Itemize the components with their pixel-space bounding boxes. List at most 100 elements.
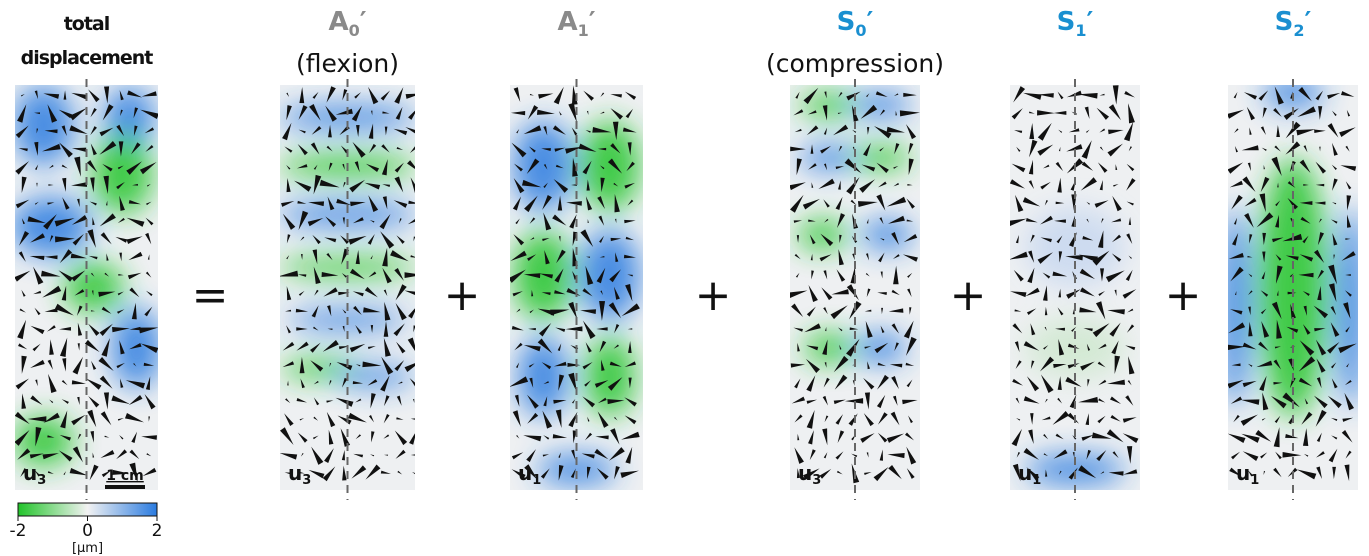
arrow: [585, 265, 594, 285]
arrow: [558, 110, 562, 116]
mode-prime: ′: [867, 7, 874, 37]
field-blob: [799, 145, 859, 170]
arrow: [1055, 161, 1064, 172]
arrow: [90, 143, 97, 156]
arrow: [849, 327, 859, 330]
arrow: [296, 164, 308, 169]
arrow: [1098, 230, 1104, 249]
arrow: [1345, 450, 1352, 459]
arrow: [902, 399, 918, 405]
arrow: [600, 92, 605, 97]
mode-index: 1: [578, 21, 589, 40]
arrow: [286, 92, 290, 98]
arrow: [20, 94, 25, 97]
arrow: [526, 158, 540, 174]
arrow: [794, 253, 801, 260]
arrow: [1053, 111, 1067, 115]
arrow: [866, 127, 870, 135]
arrow: [72, 233, 84, 246]
arrow: [594, 448, 609, 460]
field-blobs: [513, 121, 640, 485]
arrow: [1274, 86, 1284, 105]
arrow: [1242, 342, 1257, 350]
arrow: [368, 86, 379, 105]
arrow: [280, 270, 299, 277]
arrow: [312, 249, 318, 265]
arrow: [836, 269, 846, 282]
arrow: [1262, 107, 1267, 119]
arrow: [1299, 254, 1314, 262]
arrow: [131, 142, 141, 155]
arrow: [72, 446, 84, 463]
arrow: [342, 89, 348, 101]
arrow: [1256, 212, 1274, 228]
arrow: [1058, 288, 1062, 298]
arrow: [63, 471, 67, 476]
arrow: [71, 214, 88, 225]
arrow: [145, 232, 152, 245]
arrow: [865, 320, 873, 338]
arrow: [529, 377, 534, 388]
arrow: [404, 272, 415, 278]
arrow: [413, 236, 415, 242]
arrow: [1285, 255, 1299, 261]
field-blob: [92, 134, 153, 215]
arrow: [1040, 181, 1051, 190]
arrow: [298, 290, 305, 296]
arrow: [1030, 323, 1036, 336]
arrow: [351, 105, 362, 122]
arrow: [555, 327, 566, 332]
arrow: [543, 435, 550, 440]
arrow: [1275, 254, 1282, 261]
arrow: [906, 219, 914, 222]
arrow: [99, 213, 116, 227]
arrow: [326, 86, 336, 103]
arrow: [1231, 363, 1241, 367]
arrow: [299, 356, 305, 374]
arrow: [1069, 394, 1077, 409]
arrow: [1065, 255, 1083, 261]
arrow: [1010, 179, 1026, 189]
arrow: [383, 337, 391, 357]
arrow: [1244, 212, 1254, 228]
arrow: [1315, 451, 1325, 458]
arrow: [341, 273, 347, 278]
operator: +: [1165, 270, 1202, 321]
arrow: [126, 217, 145, 227]
arrow: [1043, 345, 1049, 350]
mode-prime: ′: [589, 7, 596, 37]
arrow: [297, 200, 307, 204]
arrow: [1248, 273, 1253, 277]
arrow: [1112, 85, 1119, 105]
arrow: [396, 147, 404, 151]
arrow: [613, 286, 620, 300]
arrow: [61, 125, 67, 137]
arrow: [539, 273, 554, 279]
arrow: [527, 412, 539, 424]
arrow: [325, 105, 337, 122]
arrow: [1055, 433, 1064, 440]
arrow: [599, 235, 604, 243]
arrow: [838, 145, 843, 152]
arrow: [873, 466, 889, 482]
arrow: [20, 468, 27, 478]
arrow: [887, 215, 905, 224]
arrow: [1313, 305, 1329, 319]
arrow: [119, 90, 124, 101]
arrow: [1068, 128, 1080, 133]
arrow: [511, 452, 524, 460]
arrow: [552, 125, 566, 135]
component-symbol: u: [1018, 461, 1032, 485]
arrow: [1011, 108, 1023, 120]
arrow: [21, 218, 26, 225]
arrow: [822, 339, 828, 355]
field-blob: [15, 416, 74, 467]
arrow: [383, 454, 389, 456]
arrow: [1260, 290, 1269, 297]
arrow: [600, 359, 605, 371]
arrow: [1301, 411, 1313, 425]
arrow: [1098, 343, 1107, 350]
arrow: [612, 121, 619, 141]
arrow: [368, 195, 379, 213]
arrow: [886, 433, 905, 443]
